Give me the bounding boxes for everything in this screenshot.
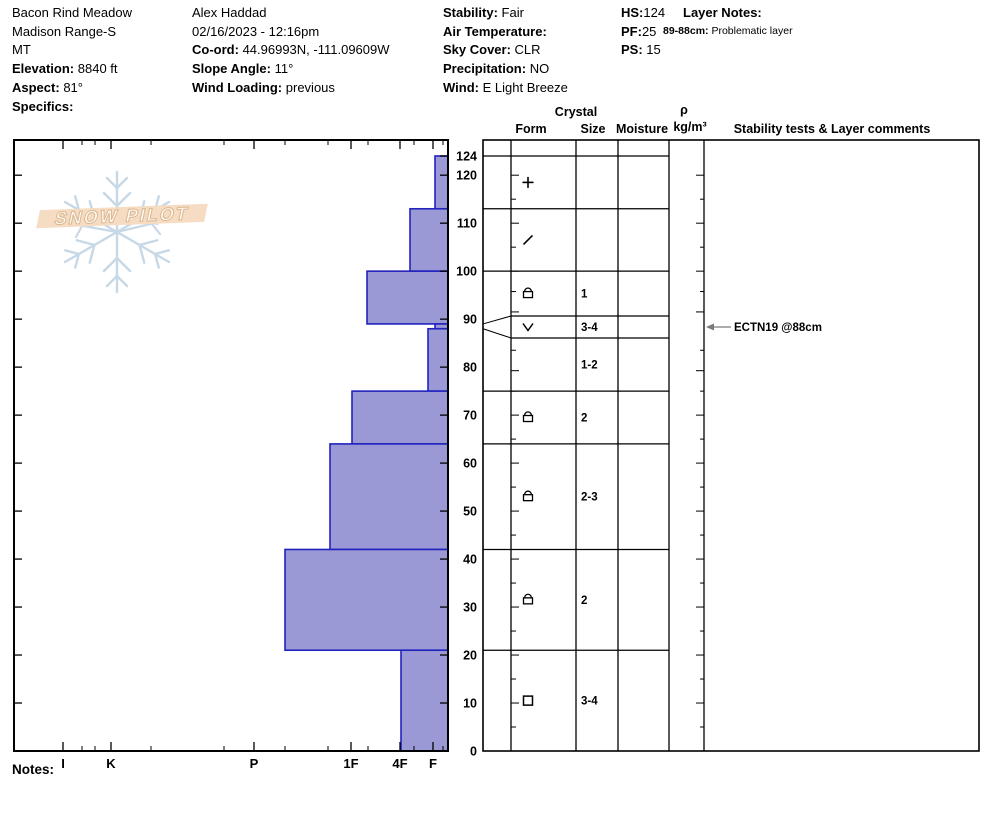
observer-info: Alex Haddad 02/16/2023 - 12:16pm Co-ord:… xyxy=(192,4,390,98)
svg-text:90: 90 xyxy=(463,313,477,327)
col-header-density-units: kg/m³ xyxy=(673,120,707,134)
obs-coord: Co-ord: 44.96993N, -111.09609W xyxy=(192,42,390,58)
svg-text:50: 50 xyxy=(463,505,477,519)
svg-text:K: K xyxy=(106,756,116,771)
svg-text:30: 30 xyxy=(463,601,477,615)
obs-wind-loading: Wind Loading: previous xyxy=(192,79,335,95)
obs-datetime: 02/16/2023 - 12:16pm xyxy=(192,23,320,39)
svg-text:120: 120 xyxy=(456,169,477,183)
hardness-bar xyxy=(351,390,449,445)
svg-text:0: 0 xyxy=(470,745,477,759)
stability: Stability: Fair xyxy=(443,5,524,20)
svg-text:1: 1 xyxy=(581,289,588,301)
site-aspect: Aspect: 81° xyxy=(12,79,83,95)
col-header-form: Form xyxy=(515,122,547,136)
svg-text:3-4: 3-4 xyxy=(581,322,598,334)
hardness-bar xyxy=(400,649,449,752)
layer-note-item: 89-88cm: Problematic layer xyxy=(663,25,793,37)
sky-cover: Sky Cover: CLR xyxy=(443,42,541,58)
pf-pit-depth: PF:25 xyxy=(621,23,657,39)
site-range: Madison Range-S xyxy=(12,23,117,39)
hardness-bar xyxy=(434,155,449,210)
svg-text:2: 2 xyxy=(581,413,587,425)
svg-text:I: I xyxy=(61,756,65,771)
svg-text:20: 20 xyxy=(463,649,477,663)
svg-text:40: 40 xyxy=(463,553,477,567)
hardness-bar xyxy=(329,443,449,551)
svg-text:P: P xyxy=(250,756,259,771)
svg-text:10: 10 xyxy=(463,697,477,711)
observer-name: Alex Haddad xyxy=(192,5,267,20)
col-header-comments: Stability tests & Layer comments xyxy=(733,122,931,136)
hardness-bar xyxy=(409,207,449,272)
hardness-bar xyxy=(284,548,449,652)
hs-total-depth: HS:124 xyxy=(621,5,666,20)
site-state: MT xyxy=(12,42,31,58)
svg-text:100: 100 xyxy=(456,265,477,279)
site-elevation: Elevation: 8840 ft xyxy=(12,61,118,77)
col-header-density-rho: ρ xyxy=(680,103,688,117)
svg-text:1-2: 1-2 xyxy=(581,360,598,372)
notes-label: Notes: xyxy=(12,762,55,777)
site-info: Bacon Rind Meadow Madison Range-S MT Ele… xyxy=(12,4,132,116)
svg-text:60: 60 xyxy=(463,457,477,471)
svg-text:80: 80 xyxy=(463,361,477,375)
svg-text:4F: 4F xyxy=(392,756,407,771)
svg-text:1F: 1F xyxy=(343,756,358,771)
hardness-bar xyxy=(366,270,449,325)
col-header-size: Size xyxy=(580,122,606,136)
snowpilot-logo: SNOW PILOT xyxy=(30,160,210,310)
svg-text:2: 2 xyxy=(581,595,587,607)
svg-text:110: 110 xyxy=(457,217,477,231)
svg-text:F: F xyxy=(429,756,437,771)
precipitation: Precipitation: NO xyxy=(443,61,550,77)
svg-text:70: 70 xyxy=(463,409,477,423)
layer-notes-title: Layer Notes: xyxy=(683,5,762,20)
obs-slope-angle: Slope Angle: 11° xyxy=(192,61,294,77)
svg-text:ECTN19 @88cm: ECTN19 @88cm xyxy=(734,322,822,334)
air-temperature: Air Temperature: xyxy=(443,23,547,39)
ps-value: PS: 15 xyxy=(621,42,661,58)
site-name: Bacon Rind Meadow xyxy=(12,5,132,20)
svg-text:3-4: 3-4 xyxy=(581,696,598,708)
snow-metrics: HS:124 PF:25 PS: 15 xyxy=(621,4,665,60)
hardness-bar xyxy=(427,327,449,392)
svg-text:124: 124 xyxy=(456,150,477,164)
site-specifics: Specifics: xyxy=(12,98,74,114)
wind: Wind: E Light Breeze xyxy=(443,79,568,95)
svg-text:2-3: 2-3 xyxy=(581,492,598,504)
col-header-crystal: Crystal xyxy=(554,105,598,119)
conditions-info: Stability: Fair Air Temperature: Sky Cov… xyxy=(443,4,568,98)
col-header-moisture: Moisture xyxy=(615,122,669,136)
